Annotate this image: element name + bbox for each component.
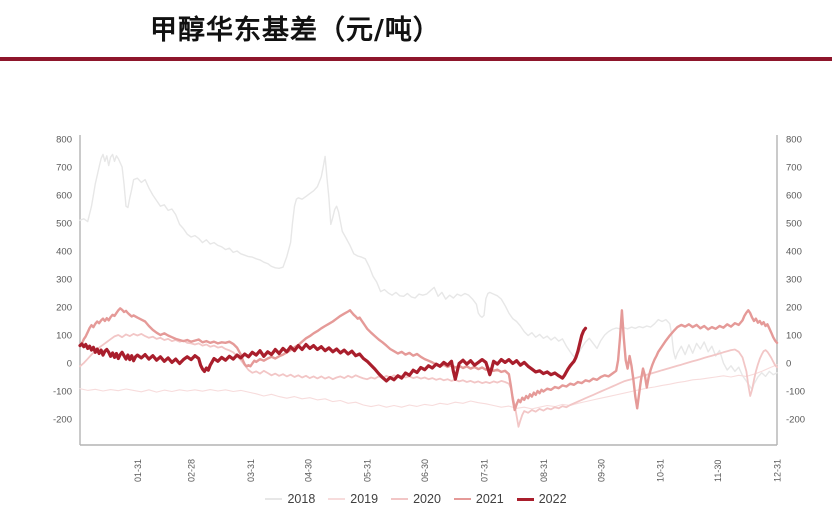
y-tick-label-left: -100 xyxy=(53,386,72,397)
chart-legend: 2018 2019 2020 2021 2022 xyxy=(0,492,832,506)
y-tick-label-left: 800 xyxy=(56,135,72,146)
x-tick-label: 04-30 xyxy=(303,459,313,482)
y-tick-label-left: 300 xyxy=(56,274,72,285)
x-tick-label: 11-30 xyxy=(713,460,723,482)
legend-swatch-2021 xyxy=(453,498,471,500)
y-tick-label-right: 100 xyxy=(786,330,802,341)
legend-swatch-2019 xyxy=(328,498,346,500)
chart-title: 甲醇华东基差（元/吨） xyxy=(150,15,441,46)
legend-label-2021: 2021 xyxy=(475,492,504,506)
legend-item-2020: 2020 xyxy=(391,492,441,506)
y-tick-label-left: 400 xyxy=(56,246,72,257)
y-tick-label-left: 600 xyxy=(56,190,72,201)
legend-swatch-2018 xyxy=(265,498,283,500)
series-line-2019 xyxy=(79,364,778,410)
y-tick-label-left: 200 xyxy=(56,302,72,313)
x-tick-label: 03-31 xyxy=(246,459,256,482)
x-tick-label: 08-31 xyxy=(539,459,549,482)
legend-item-2018: 2018 xyxy=(265,492,315,506)
legend-label-2022: 2022 xyxy=(538,492,567,506)
legend-label-2019: 2019 xyxy=(350,492,379,506)
y-tick-label-right: 500 xyxy=(786,218,802,229)
y-tick-label-right: 600 xyxy=(786,190,802,201)
legend-label-2018: 2018 xyxy=(287,492,316,506)
legend-swatch-2020 xyxy=(391,498,409,500)
x-tick-label: 09-30 xyxy=(596,459,606,482)
y-tick-label-left: 0 xyxy=(67,358,72,369)
y-tick-label-left: 100 xyxy=(56,330,72,341)
y-tick-label-left: -200 xyxy=(53,414,72,425)
legend-swatch-2022 xyxy=(516,497,534,501)
y-tick-label-right: 700 xyxy=(786,162,802,173)
x-tick-label: 07-31 xyxy=(480,459,490,482)
x-tick-label: 06-30 xyxy=(420,459,430,482)
series-line-2022 xyxy=(78,326,588,383)
y-tick-label-right: 400 xyxy=(786,246,802,257)
series-line-2018 xyxy=(79,153,778,391)
x-tick-label: 01-31 xyxy=(133,459,143,482)
y-tick-label-right: 800 xyxy=(786,135,802,146)
x-tick-label: 10-31 xyxy=(656,459,666,482)
title-divider-line xyxy=(0,57,832,61)
x-tick-label: 05-31 xyxy=(363,459,373,482)
legend-item-2021: 2021 xyxy=(453,492,504,506)
y-tick-label-right: 0 xyxy=(786,358,791,369)
legend-label-2020: 2020 xyxy=(413,492,441,506)
y-tick-label-right: 200 xyxy=(786,302,802,313)
y-tick-label-right: 300 xyxy=(786,274,802,285)
x-tick-label: 12-31 xyxy=(773,459,783,482)
y-tick-label-left: 700 xyxy=(56,162,72,173)
x-tick-label: 02-28 xyxy=(187,459,197,482)
series-line-2020 xyxy=(79,333,778,428)
y-tick-label-right: -200 xyxy=(786,414,805,425)
y-tick-label-left: 500 xyxy=(56,218,72,229)
legend-item-2019: 2019 xyxy=(328,492,378,506)
y-tick-label-right: -100 xyxy=(786,386,805,397)
legend-item-2022: 2022 xyxy=(516,492,567,506)
